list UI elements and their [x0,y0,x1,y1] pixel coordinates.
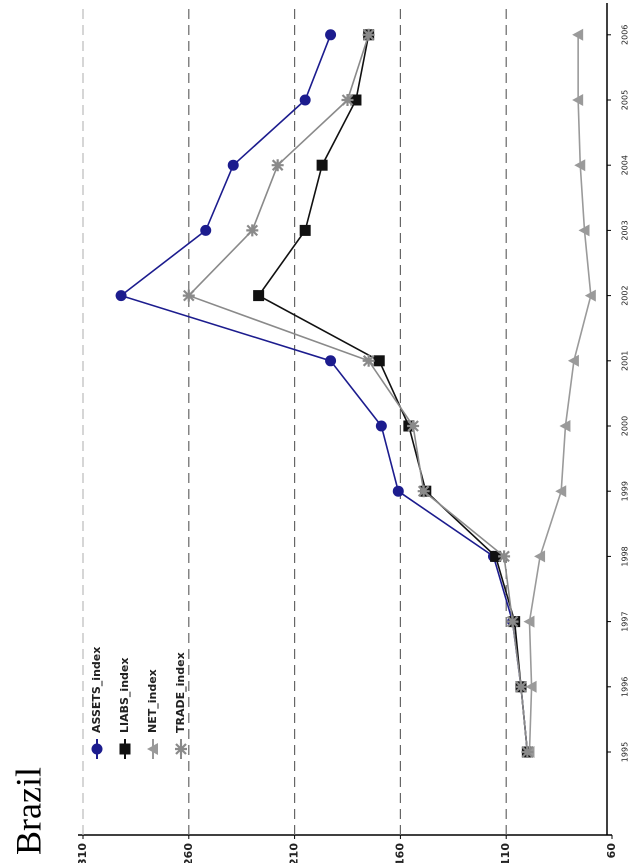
point [200,224,212,236]
point [572,28,584,41]
point [490,550,502,562]
x-tick-label: 1996 [621,677,630,697]
y-tick-label: 260 [182,843,195,863]
point [246,224,259,237]
point [350,94,362,106]
rotated-chart: Brazil 60 110 160 210 260 310 1995 1996 1997 1998… [8,3,630,863]
y-tick-label: 210 [288,843,301,863]
point [515,680,528,693]
point [341,94,354,106]
series-line [119,34,529,753]
point [253,290,265,302]
series-line [528,34,592,753]
y-tick-label: 60 [605,843,618,859]
point [559,420,571,432]
point [567,354,579,367]
point [175,743,187,755]
x-tick-label: 2002 [621,285,630,305]
point [392,485,404,497]
point [373,355,385,367]
point [271,159,284,172]
x-tick-label: 1998 [621,546,630,566]
point [325,29,337,41]
point [182,289,195,302]
legend-label: LIABS_index [118,658,131,733]
point [417,485,430,498]
legend-label: ASSETS_index [90,647,103,733]
x-tick-label: 1999 [621,481,630,501]
point [523,615,535,628]
point [119,743,131,755]
point [525,680,537,693]
series-line [257,34,529,753]
point [325,355,337,367]
legend-label: TRADE_index [174,652,187,733]
point [115,290,127,302]
point [506,615,519,628]
point [584,289,596,302]
point [555,485,567,498]
chart-title: Brazil [8,767,48,855]
y-tick-label: 160 [393,843,406,863]
point [521,746,534,758]
point [572,94,584,106]
point [362,354,375,367]
point [375,420,387,432]
point [299,224,311,236]
x-tick-label: 2000 [621,416,630,436]
point [91,743,103,755]
x-tick-label: 1997 [621,611,630,631]
legend-label: NET_index [146,669,159,733]
x-tick-label: 2005 [621,90,630,110]
x-tick-label: 2001 [621,351,630,371]
y-tick-label: 310 [76,843,89,863]
point [534,550,546,563]
point [498,550,511,563]
point [227,159,239,171]
y-tick-label: 110 [499,843,512,863]
x-tick-label: 2004 [621,155,630,175]
point [578,224,590,237]
point [407,420,420,432]
point [299,94,311,106]
point [316,159,328,171]
x-tick-label: 2003 [621,220,630,240]
x-tick-label: 2006 [621,25,630,45]
point [574,159,586,172]
x-tick-label: 1995 [621,742,630,762]
point [147,743,158,755]
point [362,28,375,41]
series-line [187,34,529,753]
